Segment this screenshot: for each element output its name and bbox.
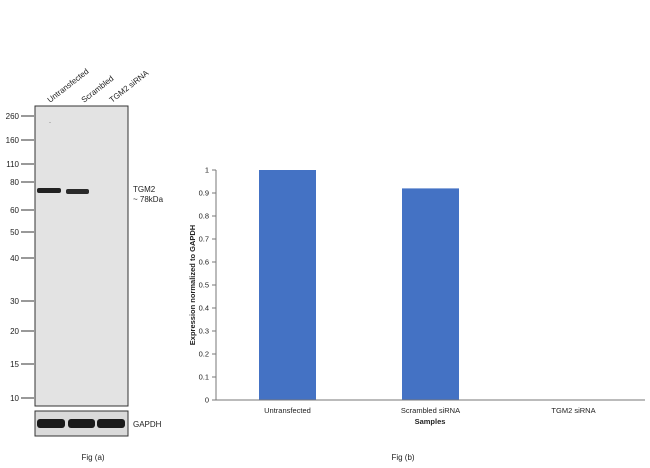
- gapdh-band-untransfected: [37, 419, 65, 428]
- mw-marker-label: 30: [10, 297, 19, 306]
- y-axis: 0 0.1 0.2 0.3 0.4 0.5 0.6 0.7 0.8 0.9 1: [199, 166, 217, 405]
- tgm2-band-scrambled: [66, 189, 89, 194]
- y-tick-label: 1: [205, 166, 209, 175]
- x-tick-label: TGM2 siRNA: [551, 406, 595, 415]
- loading-control-label: GAPDH: [133, 420, 162, 429]
- gapdh-band-scrambled: [68, 419, 95, 428]
- x-tick-label: Scrambled siRNA: [401, 406, 460, 415]
- chart-caption: Fig (b): [391, 453, 414, 462]
- blot-caption: Fig (a): [81, 453, 104, 462]
- membrane-speck: [49, 122, 51, 123]
- mw-marker-label: 10: [10, 394, 19, 403]
- mw-marker-label: 80: [10, 178, 19, 187]
- mw-marker-ladder: 260 160 110 80 60 50 40 30 20 15 10: [6, 112, 34, 403]
- bar-chart: 0 0.1 0.2 0.3 0.4 0.5 0.6 0.7 0.8 0.9 1 Untransfec…: [188, 166, 645, 462]
- mw-marker-label: 50: [10, 228, 19, 237]
- y-tick-label: 0.8: [199, 212, 209, 221]
- band-size-label: ~ 78kDa: [133, 195, 164, 204]
- tgm2-band-untransfected: [37, 188, 61, 193]
- x-axis: Untransfected Scrambled siRNA TGM2 siRNA: [216, 399, 645, 415]
- mw-marker-label: 60: [10, 206, 19, 215]
- y-tick-label: 0.4: [199, 304, 209, 313]
- lane-label-tgm2-sirna: TGM2 siRNA: [108, 68, 151, 105]
- mw-marker-label: 160: [6, 136, 20, 145]
- band-label: TGM2: [133, 185, 156, 194]
- y-tick-label: 0.2: [199, 350, 209, 359]
- mw-marker-label: 40: [10, 254, 19, 263]
- mw-marker-label: 110: [6, 160, 19, 169]
- bar: [259, 170, 316, 400]
- mw-marker-label: 15: [10, 360, 19, 369]
- x-tick-label: Untransfected: [264, 406, 311, 415]
- western-blot-panel: Untransfected Scrambled TGM2 siRNA 260 1…: [6, 67, 164, 462]
- y-tick-label: 0.3: [199, 327, 209, 336]
- mw-marker-label: 260: [6, 112, 20, 121]
- blot-membrane: [34, 105, 129, 407]
- bar: [402, 188, 459, 400]
- mw-marker-label: 20: [10, 327, 19, 336]
- y-tick-label: 0.7: [199, 235, 209, 244]
- gapdh-band-tgm2-sirna: [97, 419, 125, 428]
- bars: [259, 170, 459, 400]
- y-axis-title: Expression normalized to GAPDH: [188, 225, 197, 345]
- y-tick-label: 0: [205, 396, 209, 405]
- y-tick-label: 0.5: [199, 281, 209, 290]
- y-tick-label: 0.1: [199, 373, 209, 382]
- x-axis-title: Samples: [415, 417, 446, 426]
- y-tick-label: 0.6: [199, 258, 209, 267]
- y-tick-label: 0.9: [199, 189, 209, 198]
